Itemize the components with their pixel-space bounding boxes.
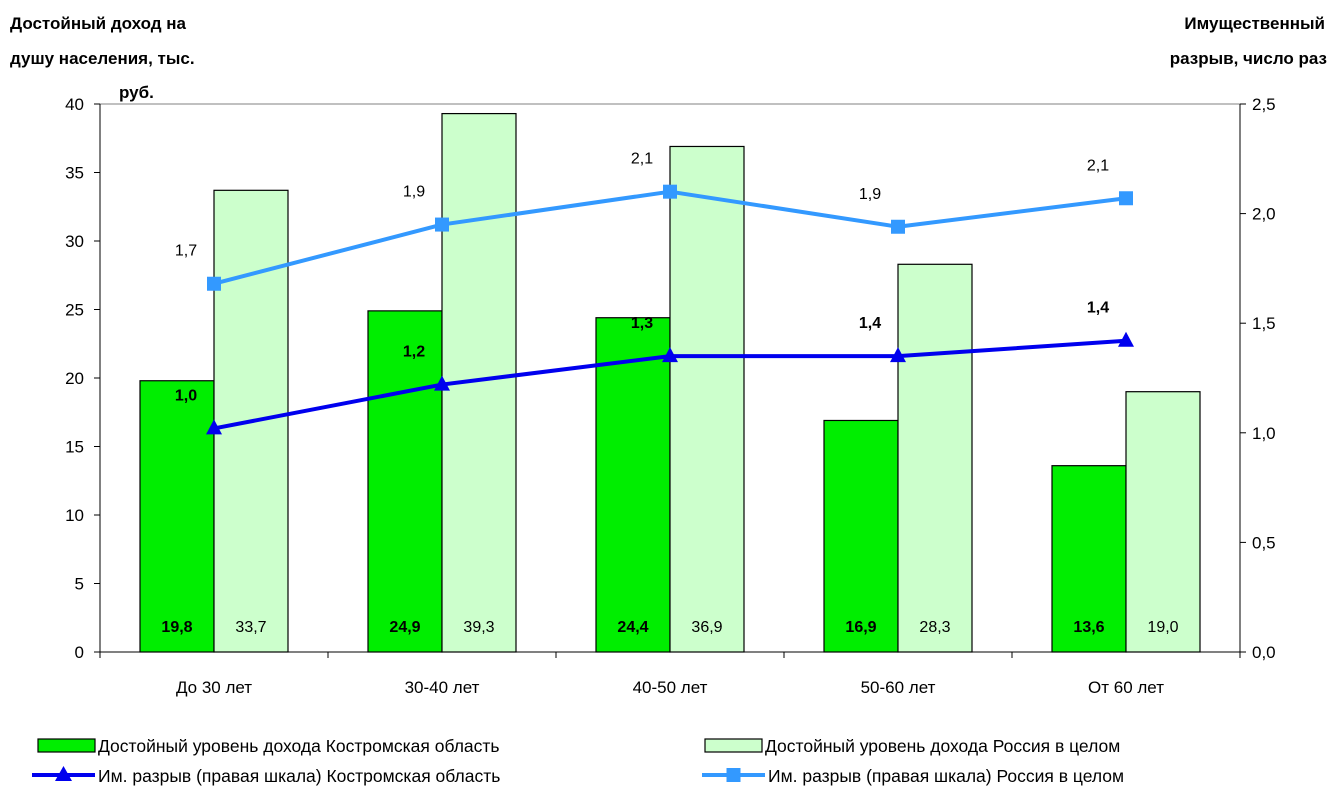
bar-value-label: 28,3 (919, 619, 950, 636)
legend-swatch-kostroma-income (37, 738, 96, 753)
legend-label-kostroma-gap: Им. разрыв (правая шкала) Костромская об… (98, 766, 500, 786)
bar-kostroma (823, 419, 899, 653)
bar-value-label: 16,9 (845, 619, 876, 636)
right-axis-title-line-1: Имущественный (1184, 14, 1325, 33)
right-axis-title-line-2: разрыв, число раз (1170, 49, 1327, 68)
bar-value-label: 24,4 (617, 619, 648, 636)
square-marker (207, 276, 221, 291)
square-marker (435, 217, 449, 232)
bar-labels: 19,8 24,9 24,4 16,9 13,6 33,7 39,3 36,9 28,3 19,0 (161, 619, 1178, 636)
legend-label-kostroma-income: Достойный уровень дохода Костромская обл… (98, 736, 500, 756)
x-axis: До 30 лет 30-40 лет 40-50 лет 50-60 лет От 6… (99, 651, 1241, 697)
left-axis: 0 5 10 15 20 25 30 35 40 (65, 95, 101, 662)
line-value-label: 1,2 (403, 344, 425, 361)
line-value-label: 1,0 (175, 387, 197, 404)
left-axis-tick-label: 5 (75, 575, 84, 594)
right-axis-tick-label: 0,0 (1252, 643, 1276, 662)
bar-kostroma (595, 317, 671, 653)
right-axis-tick-label: 1,5 (1252, 314, 1276, 333)
x-axis-category-label: До 30 лет (176, 678, 252, 697)
legend-marker-square-icon (726, 768, 741, 782)
right-axis-tick-label: 1,0 (1252, 424, 1276, 443)
bar-value-label: 39,3 (463, 619, 494, 636)
bar-russia (1125, 391, 1201, 653)
right-axis: 0,0 0,5 1,0 1,5 2,0 2,5 (1239, 95, 1276, 662)
right-axis-tick-label: 2,0 (1252, 205, 1276, 224)
left-axis-tick-label: 25 (65, 301, 84, 320)
line-value-label: 1,4 (859, 315, 881, 332)
triangle-marker (890, 347, 906, 363)
lines (206, 184, 1134, 435)
bar-value-label: 13,6 (1073, 619, 1104, 636)
bar-value-label: 19,8 (161, 619, 192, 636)
left-axis-tick-label: 10 (65, 506, 84, 525)
triangle-marker (206, 419, 222, 435)
legend-label-russia-gap: Им. разрыв (правая шкала) Россия в целом (768, 766, 1124, 786)
bar-kostroma (139, 380, 215, 653)
bar-value-label: 36,9 (691, 619, 722, 636)
left-axis-title-line-2: душу населения, тыс. (10, 49, 195, 68)
triangle-marker (434, 375, 450, 391)
right-axis-tick-label: 2,5 (1252, 95, 1276, 114)
bar-russia (897, 263, 973, 653)
left-axis-title-line-1: Достойный доход на (10, 14, 187, 33)
left-axis-tick-label: 15 (65, 438, 84, 457)
line-value-label: 1,9 (859, 186, 881, 203)
legend-label-russia-income: Достойный уровень дохода Россия в целом (765, 736, 1120, 756)
square-marker (663, 184, 677, 199)
x-axis-category-label: От 60 лет (1088, 678, 1164, 697)
legend-marker-triangle-icon (55, 766, 72, 781)
line-value-label: 2,1 (1087, 157, 1109, 174)
right-axis-tick-label: 0,5 (1252, 533, 1276, 552)
legend-swatch-russia-income (704, 738, 763, 753)
bars (139, 112, 1201, 653)
left-axis-tick-label: 40 (65, 95, 84, 114)
left-axis-title: Достойный доход на душу населения, тыс. … (10, 14, 195, 102)
square-marker (891, 219, 905, 234)
left-axis-tick-label: 35 (65, 164, 84, 183)
line-value-label: 1,9 (403, 184, 425, 201)
square-marker (1119, 191, 1133, 206)
line-labels: 1,0 1,2 1,3 1,4 1,4 1,7 1,9 2,1 1,9 2,1 (175, 151, 1109, 405)
bar-value-label: 24,9 (389, 619, 420, 636)
bar-russia (669, 145, 745, 653)
x-axis-category-label: 50-60 лет (861, 678, 936, 697)
bar-kostroma (367, 310, 443, 653)
line-value-label: 1,3 (631, 315, 653, 332)
line-value-label: 1,4 (1087, 300, 1109, 317)
line-value-label: 2,1 (631, 151, 653, 168)
bar-value-label: 33,7 (235, 619, 266, 636)
line-value-label: 1,7 (175, 243, 197, 260)
x-axis-category-label: 40-50 лет (633, 678, 708, 697)
right-axis-title: Имущественный разрыв, число раз (1170, 14, 1327, 68)
triangle-marker (662, 347, 678, 363)
triangle-marker (1118, 331, 1134, 347)
bar-value-label: 19,0 (1147, 619, 1178, 636)
left-axis-tick-label: 30 (65, 232, 84, 251)
x-axis-category-label: 30-40 лет (405, 678, 480, 697)
left-axis-tick-label: 20 (65, 369, 84, 388)
legend: Достойный уровень дохода Костромская обл… (32, 736, 1124, 786)
left-axis-tick-label: 0 (75, 643, 84, 662)
left-axis-title-line-3: руб. (119, 83, 154, 102)
